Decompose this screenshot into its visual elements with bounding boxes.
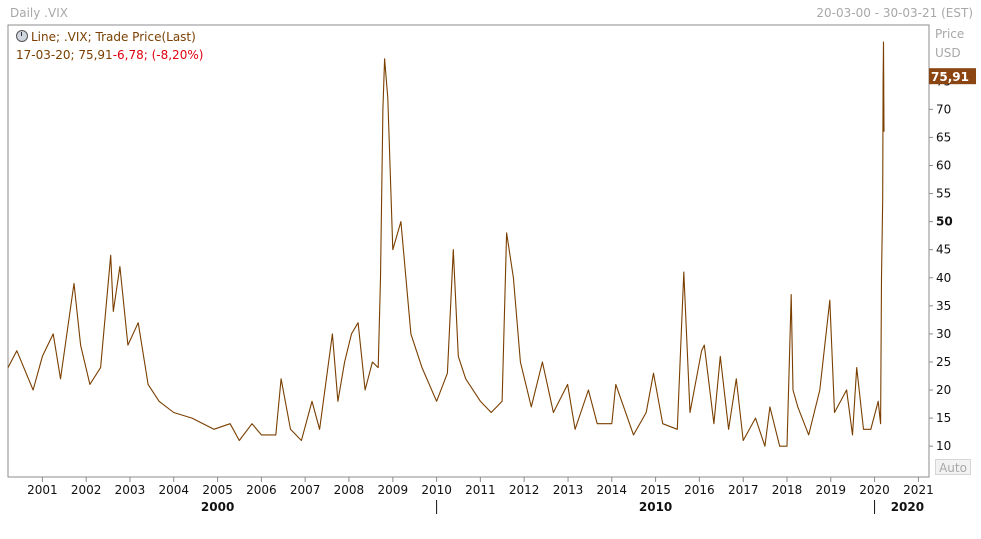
x-tick-label: 2015: [640, 483, 671, 497]
last-price-label: 75,91: [931, 70, 969, 84]
vix-series-line[interactable]: [7, 41, 885, 447]
x-tick-label: 2007: [290, 483, 321, 497]
date-range: 20-03-00 - 30-03-21 (EST): [816, 6, 973, 20]
plot-area-border: [7, 24, 930, 478]
x-tick-label: 2006: [246, 483, 277, 497]
legend-series-label: Line; .VIX; Trade Price(Last): [31, 30, 196, 44]
x-tick-label: 2001: [27, 483, 58, 497]
x-tick-label: 2016: [684, 483, 715, 497]
x-tick-label: 2011: [465, 483, 496, 497]
x-tick-label: 2013: [553, 483, 584, 497]
chart-title: Daily .VIX: [10, 6, 68, 20]
x-decade-label: 2010: [639, 500, 672, 514]
y-tick-label: 50: [936, 215, 953, 229]
plot-layer[interactable]: [7, 41, 885, 447]
y-tick-label: 55: [936, 187, 951, 201]
legend-series-line[interactable]: Line; .VIX; Trade Price(Last): [16, 28, 203, 46]
legend-date-value: 17-03-20; 75,91: [16, 48, 113, 62]
y-axis: PriceUSD101520253035404550556065707575,9…: [929, 27, 976, 453]
x-tick-label: 2019: [816, 483, 847, 497]
x-axis: 2001 2002 2003 2004 2005 2006 2007 2008 2009 2010…: [27, 477, 934, 514]
legend-change: -6,78; (-8,20%): [112, 48, 204, 62]
x-tick-label: 2018: [772, 483, 803, 497]
x-tick-label: 2002: [71, 483, 102, 497]
last-price-marker: [929, 68, 976, 85]
x-tick-label: 2008: [334, 483, 365, 497]
x-decade-label: 2000: [201, 500, 234, 514]
auto-scale-button[interactable]: Auto: [935, 459, 971, 475]
x-tick-label: 2009: [378, 483, 409, 497]
y-tick-label: 35: [936, 299, 951, 313]
x-tick-label: 2004: [158, 483, 189, 497]
clock-icon[interactable]: [16, 30, 28, 42]
y-axis-unit: USD: [935, 46, 961, 60]
y-axis-title: Price: [935, 27, 964, 41]
y-tick-label: 15: [936, 411, 951, 425]
legend-value-line: 17-03-20; 75,91-6,78; (-8,20%): [16, 46, 203, 64]
x-tick-label: 2014: [597, 483, 628, 497]
y-tick-label: 20: [936, 383, 951, 397]
x-tick-label: 2012: [509, 483, 540, 497]
y-tick-label: 10: [936, 439, 951, 453]
x-tick-label: 2003: [115, 483, 146, 497]
x-decade-label: 2020: [891, 500, 924, 514]
x-tick-label: 2017: [728, 483, 759, 497]
x-tick-label: 2010: [421, 483, 452, 497]
y-tick-label: 65: [936, 130, 951, 144]
x-tick-label: 2021: [903, 483, 934, 497]
y-tick-label: 40: [936, 271, 951, 285]
y-tick-label: 30: [936, 327, 951, 341]
x-tick-label: 2020: [859, 483, 890, 497]
y-tick-label: 25: [936, 355, 951, 369]
y-tick-label: 45: [936, 243, 951, 257]
y-tick-label: 60: [936, 158, 951, 172]
legend: Line; .VIX; Trade Price(Last) 17-03-20; …: [16, 28, 203, 64]
x-tick-label: 2005: [202, 483, 233, 497]
y-tick-label: 70: [936, 102, 951, 116]
